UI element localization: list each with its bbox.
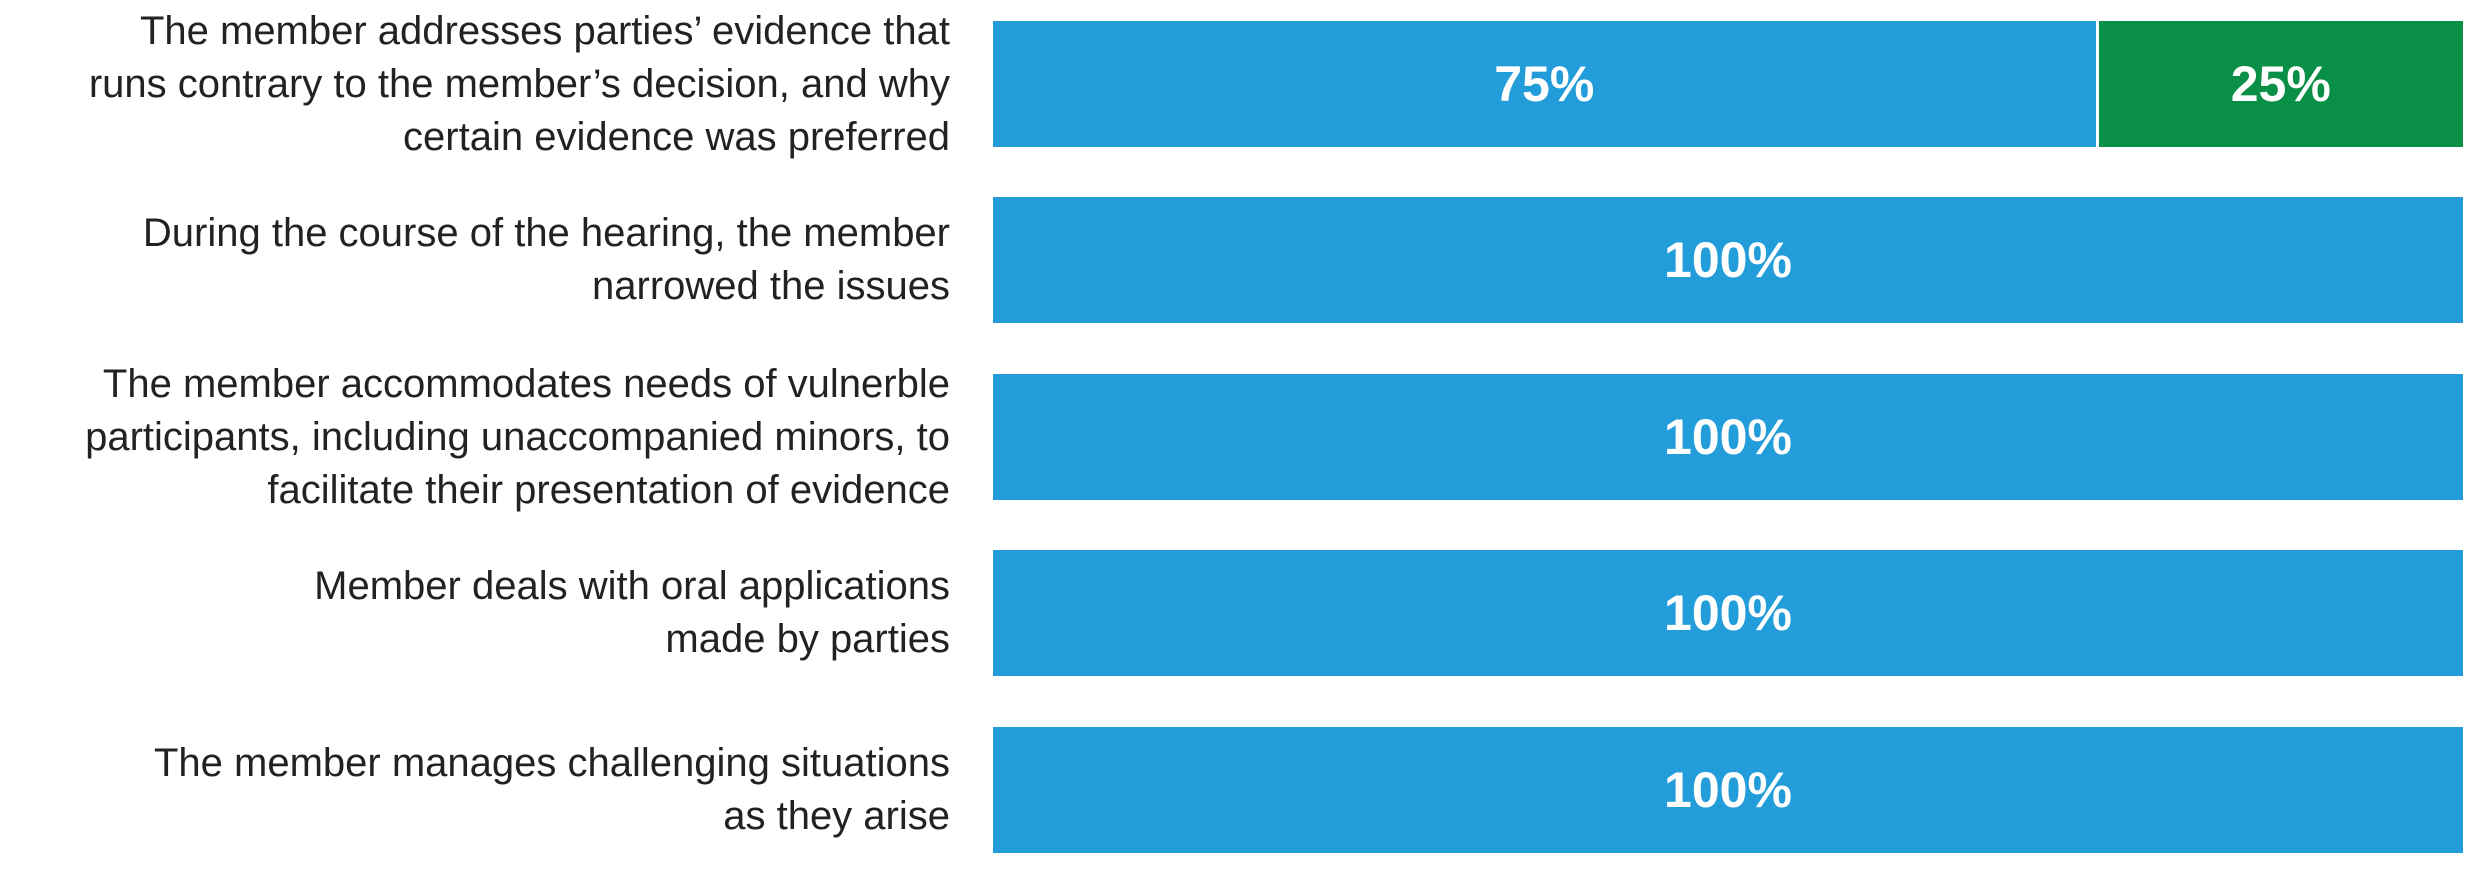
- bar-segment: 75%: [993, 21, 2096, 147]
- bar-segment: 25%: [2095, 21, 2463, 147]
- bar-segment: 100%: [993, 727, 2463, 853]
- category-label: The member accommodates needs of vulnerb…: [0, 358, 950, 517]
- bar-segment: 100%: [993, 374, 2463, 500]
- category-label-line: The member accommodates needs of vulnerb…: [102, 361, 950, 406]
- category-label-line: The member manages challenging situation…: [154, 741, 950, 785]
- data-label: 100%: [1664, 585, 1792, 641]
- data-label: 100%: [1664, 762, 1792, 818]
- bar-row: 100%: [993, 374, 2463, 500]
- category-label-line: narrowed the issues: [592, 264, 950, 308]
- category-label-line: certain evidence was preferred: [403, 114, 950, 159]
- category-label-line: made by parties: [665, 617, 950, 661]
- category-label-line: as they arise: [723, 794, 950, 838]
- data-label: 100%: [1664, 232, 1792, 288]
- data-label: 25%: [2230, 56, 2331, 112]
- category-label-line: Member deals with oral applications: [314, 564, 950, 608]
- bar-row: 100%: [993, 550, 2463, 676]
- bar-segment: 100%: [993, 197, 2463, 323]
- category-label: During the course of the hearing, the me…: [0, 207, 950, 313]
- bar-row: 75% 25%: [993, 21, 2463, 147]
- bar-row: 100%: [993, 197, 2463, 323]
- bar-segment: 100%: [993, 550, 2463, 676]
- category-label-line: The member addresses parties’ evidence t…: [139, 8, 950, 53]
- data-label: 100%: [1664, 409, 1792, 465]
- category-label: The member addresses parties’ evidence t…: [0, 5, 950, 164]
- category-label: The member manages challenging situation…: [0, 737, 950, 843]
- category-label-line: During the course of the hearing, the me…: [142, 211, 950, 255]
- bar-row: 100%: [993, 727, 2463, 853]
- data-label: 75%: [1494, 56, 1595, 112]
- category-label: Member deals with oral applications made …: [0, 560, 950, 666]
- category-label-line: participants, including unaccompanied mi…: [85, 414, 950, 459]
- category-label-line: runs contrary to the member’s decision, …: [88, 61, 950, 106]
- category-label-line: facilitate their presentation of evidenc…: [267, 467, 950, 512]
